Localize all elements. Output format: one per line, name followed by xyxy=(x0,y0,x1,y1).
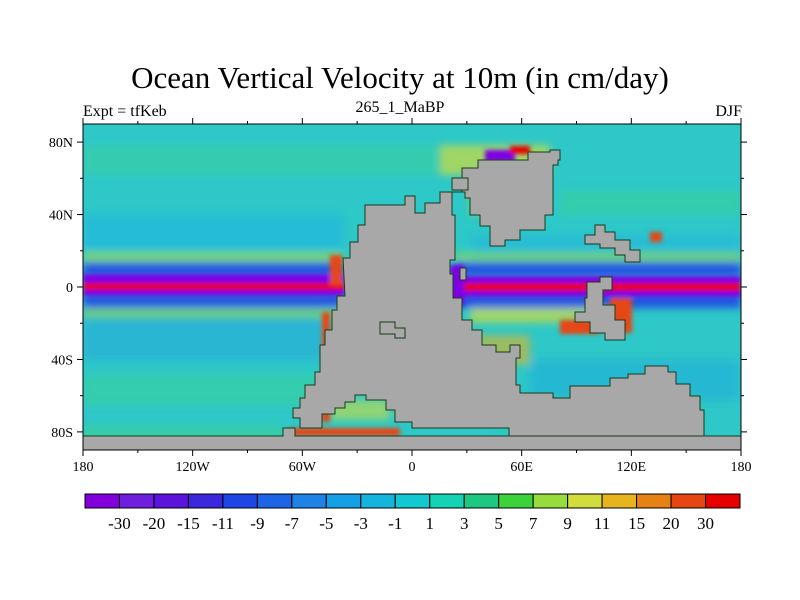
colorbar-label: 1 xyxy=(425,514,434,533)
colorbar-swatch xyxy=(187,493,224,509)
colorbar-label: 9 xyxy=(563,514,572,533)
colorbar-label: -11 xyxy=(212,514,234,533)
colorbar-label: 5 xyxy=(494,514,503,533)
x-tick-label: 120E xyxy=(617,460,647,475)
colorbar-label: 30 xyxy=(697,514,714,533)
colorbar-label: -1 xyxy=(388,514,402,533)
colorbar-label: 7 xyxy=(529,514,538,533)
small-island-2 xyxy=(459,267,467,281)
x-tick-label: 180 xyxy=(731,460,752,475)
colorbar-swatch xyxy=(360,493,396,509)
colorbar-swatch xyxy=(429,493,465,509)
colorbar: -30 -20 -15 -11 -9 -7 -5 -3 -1 1 3 5 7 9 11 15 20 30 xyxy=(84,493,741,533)
colorbar-label: 11 xyxy=(594,514,610,533)
plot-area xyxy=(83,124,741,450)
y-tick-label: 40S xyxy=(51,353,73,368)
x-tick-label: 60E xyxy=(510,460,533,475)
antarctic-landmass xyxy=(83,427,741,450)
x-tick-label: 60W xyxy=(289,460,317,475)
colorbar-label: -30 xyxy=(108,514,131,533)
colorbar-swatch xyxy=(325,493,362,509)
colorbar-label: -5 xyxy=(319,514,333,533)
colorbar-swatch xyxy=(705,493,741,509)
main-continent xyxy=(292,149,705,437)
y-tick-label: 80S xyxy=(51,426,73,441)
colorbar-swatch xyxy=(153,493,189,509)
colorbar-swatch xyxy=(118,493,155,509)
colorbar-swatch xyxy=(601,493,638,509)
eastern-landmass-2 xyxy=(574,276,626,341)
northern-island xyxy=(451,177,469,191)
colorbar-label: -20 xyxy=(143,514,166,533)
colorbar-label: -7 xyxy=(285,514,300,533)
colorbar-label: -3 xyxy=(354,514,368,533)
y-tick-label: 80N xyxy=(49,136,73,151)
colorbar-label: 20 xyxy=(663,514,680,533)
experiment-label: Expt = tfKeb xyxy=(83,103,167,120)
colorbar-swatch xyxy=(636,493,672,509)
x-tick-label: 0 xyxy=(409,460,416,475)
x-axis: 180 120W 60W 0 60E 120E 180 xyxy=(73,118,752,475)
y-tick-label: 40N xyxy=(49,209,73,224)
eastern-landmass xyxy=(584,224,641,263)
land-masses xyxy=(83,149,741,450)
colorbar-swatch xyxy=(532,493,569,509)
season-label: DJF xyxy=(715,103,742,120)
colorbar-label: -9 xyxy=(250,514,264,533)
colorbar-swatch xyxy=(291,493,327,509)
colorbar-swatch xyxy=(394,493,431,509)
colorbar-label: 15 xyxy=(628,514,645,533)
colorbar-swatch xyxy=(463,493,500,509)
y-tick-label: 0 xyxy=(66,281,73,296)
x-tick-label: 120W xyxy=(176,460,211,475)
colorbar-label: -15 xyxy=(177,514,200,533)
colorbar-swatch xyxy=(222,493,258,509)
colorbar-swatch xyxy=(498,493,534,509)
x-tick-label: 180 xyxy=(73,460,94,475)
colorbar-label: 3 xyxy=(460,514,469,533)
small-island xyxy=(379,321,406,339)
colorbar-swatch xyxy=(256,493,293,509)
map-title: Ocean Vertical Velocity at 10m (in cm/da… xyxy=(131,60,669,95)
time-label: 265_1_MaBP xyxy=(355,99,445,116)
colorbar-swatch xyxy=(84,493,120,509)
y-axis: 80N 40N 0 40S 80S xyxy=(49,136,747,441)
colorbar-swatch xyxy=(670,493,707,509)
colorbar-swatch xyxy=(567,493,603,509)
